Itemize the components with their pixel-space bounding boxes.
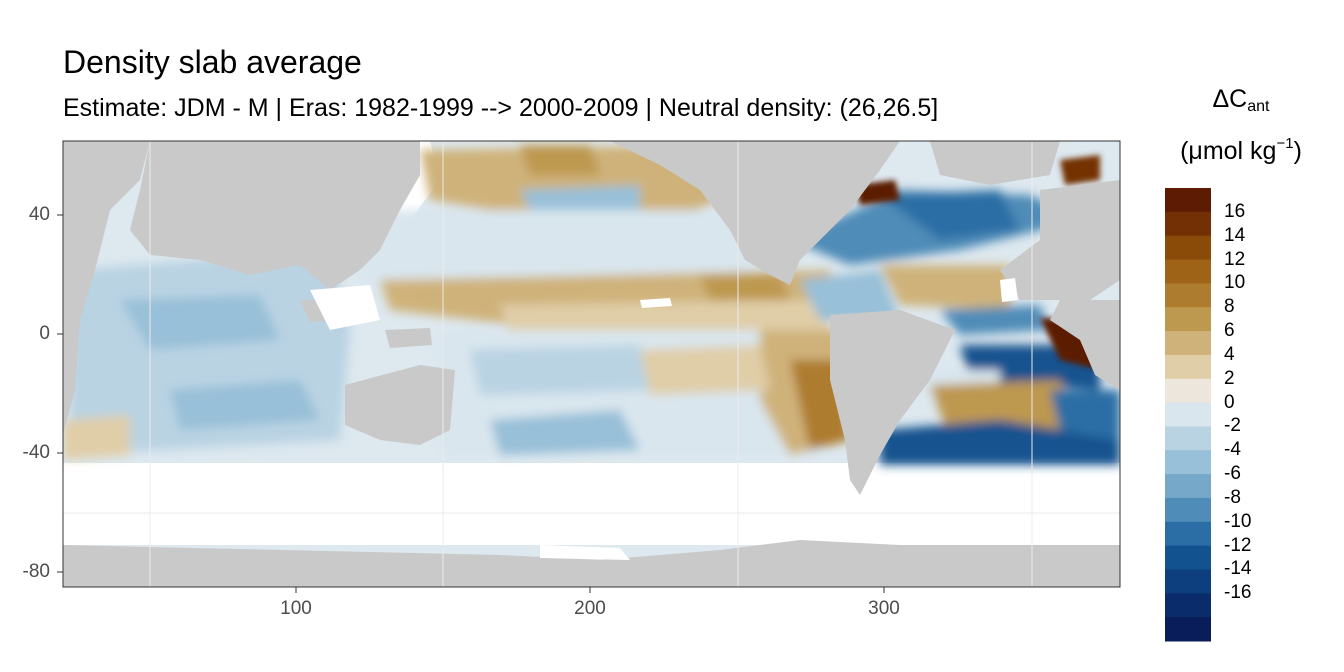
field-trop-atl-blue: [940, 305, 1050, 335]
legend-swatch: [1165, 283, 1211, 308]
field-natl-lightblue: [800, 270, 900, 320]
land-new-guinea: [385, 328, 432, 348]
y-tick-label: -80: [22, 561, 50, 582]
legend-swatch: [1165, 593, 1211, 618]
y-tick-label: 0: [39, 323, 50, 344]
field-satl-south-blue: [880, 420, 1120, 465]
x-tick-label: 200: [574, 598, 606, 619]
land-africa-west: [63, 141, 150, 435]
no-data-southern-band: [63, 463, 1120, 545]
map-panel: [63, 141, 1120, 587]
legend-swatch: [1165, 402, 1211, 427]
legend-swatch: [1165, 426, 1211, 451]
legend-swatch: [1165, 307, 1211, 332]
land-masses: [63, 141, 1120, 587]
field-spac-blue2: [490, 410, 640, 455]
plot-subtitle: Estimate: JDM - M | Eras: 1982-1999 --> …: [63, 94, 939, 122]
legend-label: 2: [1224, 367, 1235, 389]
legend-swatch: [1165, 331, 1211, 356]
axis-ticks: [57, 214, 885, 593]
no-data-coastal: [310, 278, 1018, 560]
legend-swatch: [1165, 354, 1211, 380]
field-natl-tan: [880, 265, 1010, 310]
field-indian-sw-tan: [63, 415, 130, 460]
field-satl-east-blue: [1050, 390, 1120, 440]
legend-label: -8: [1224, 486, 1241, 508]
land-australia: [345, 365, 455, 445]
legend-label: 4: [1224, 343, 1235, 365]
y-tick-label: 40: [28, 204, 50, 225]
x-tick-label: 300: [868, 598, 900, 619]
legend-colorbar: [1165, 188, 1211, 642]
legend-label: -12: [1224, 534, 1252, 556]
legend-label: 8: [1224, 296, 1235, 318]
legend-swatch: [1165, 521, 1211, 547]
legend-swatch: [1165, 188, 1211, 213]
legend-swatch: [1165, 378, 1211, 404]
legend-label: 6: [1224, 320, 1235, 342]
land-europe: [1000, 180, 1120, 300]
legend-label: -4: [1224, 439, 1241, 461]
field-npac-lightblue: [350, 210, 790, 280]
legend-swatch: [1165, 617, 1211, 642]
field-eq-beige: [500, 300, 830, 335]
panel-border: [62, 140, 1121, 588]
legend-swatch: [1165, 259, 1211, 284]
legend-swatch: [1165, 450, 1211, 475]
field-spac-blue: [470, 345, 650, 395]
field-npac-tan: [420, 145, 720, 230]
plot-title: Density slab average: [63, 44, 362, 80]
field-natl-darkblue: [880, 190, 1020, 240]
legend-label: -10: [1224, 510, 1252, 532]
x-tick-label: 100: [280, 598, 312, 619]
legend-label: 16: [1224, 200, 1246, 222]
land-south-america: [830, 310, 955, 495]
no-data-maritime: [310, 285, 380, 330]
legend-swatch: [1165, 211, 1211, 237]
legend-label: -2: [1224, 415, 1241, 437]
grid-lines: [63, 141, 1120, 587]
legend-label: 10: [1224, 272, 1246, 294]
field-indian-midblue: [120, 295, 280, 350]
field-npac-brown: [520, 145, 600, 175]
legend-swatch: [1165, 497, 1211, 523]
legend-swatch: [1165, 545, 1211, 570]
land-antarctica: [63, 540, 1120, 587]
legend-title-unit: (μmol kg−1): [1180, 135, 1302, 165]
field-spac-mid-beige: [640, 345, 770, 395]
field-nordic-peak: [1060, 155, 1100, 185]
no-data-hawaii: [640, 298, 672, 308]
legend-label: -16: [1224, 582, 1252, 604]
legend-swatch: [1165, 569, 1211, 594]
land-greenland: [930, 141, 1060, 185]
legend-label: -6: [1224, 463, 1241, 485]
field-indian-south: [170, 380, 320, 430]
legend-swatch: [1165, 474, 1211, 499]
no-data-europe-edge: [1000, 278, 1018, 302]
legend-label: -14: [1224, 558, 1252, 580]
legend-swatch: [1165, 235, 1211, 261]
legend-label: 14: [1224, 224, 1246, 246]
y-tick-label: -40: [22, 442, 50, 463]
legend-label: 12: [1224, 248, 1246, 270]
land-north-america: [610, 141, 900, 285]
legend-label: 0: [1224, 391, 1235, 413]
land-asia: [130, 141, 420, 290]
no-data-antarctic-shelf: [540, 545, 630, 560]
legend-title-symbol: ΔCant: [1212, 85, 1270, 115]
field-eq-brown: [700, 275, 790, 300]
land-africa-east: [1050, 300, 1120, 390]
